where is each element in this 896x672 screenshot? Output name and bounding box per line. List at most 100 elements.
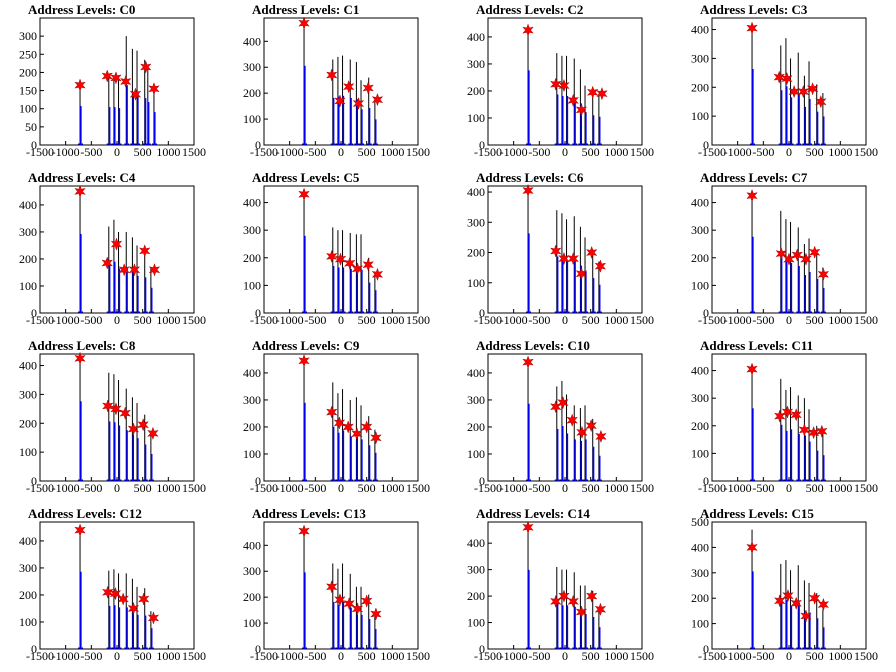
peak-marker bbox=[326, 405, 338, 419]
y-tick-label: 300 bbox=[243, 564, 261, 578]
peak-marker bbox=[102, 585, 114, 599]
x-tick-label: 0 bbox=[338, 145, 344, 159]
y-tick-label: 0 bbox=[479, 474, 485, 488]
x-tick-label: 1000 bbox=[828, 313, 852, 327]
y-tick-label: 200 bbox=[691, 419, 709, 433]
chart-svg: Address Levels: C0 0 50 100 150 200 250 300 -150… bbox=[19, 2, 206, 159]
x-tick-label: -1000 bbox=[276, 649, 304, 663]
peak-marker bbox=[333, 416, 346, 430]
peak-marker bbox=[550, 77, 562, 91]
peak-marker bbox=[148, 263, 161, 277]
y-tick-label: 100 bbox=[243, 616, 261, 630]
peak-marker bbox=[74, 351, 86, 365]
peak-marker bbox=[746, 362, 758, 376]
peak-marker bbox=[127, 601, 140, 616]
peak-marker bbox=[567, 251, 579, 266]
y-tick-label: 400 bbox=[19, 198, 37, 212]
peak-marker bbox=[147, 611, 160, 625]
y-tick-label: 200 bbox=[691, 251, 709, 265]
peak-marker bbox=[120, 74, 132, 89]
y-tick-label: 100 bbox=[243, 278, 261, 292]
x-tick-label: 1500 bbox=[406, 145, 430, 159]
chart-svg: Address Levels: C15 0 100 200 300 400 500 -1500… bbox=[691, 506, 878, 663]
peak-marker bbox=[783, 252, 795, 266]
x-tick-label: 1500 bbox=[854, 481, 878, 495]
x-tick-label: -1000 bbox=[52, 481, 80, 495]
peak-marker bbox=[522, 520, 534, 534]
y-tick-label: 100 bbox=[243, 447, 261, 461]
plot-frame bbox=[263, 185, 419, 314]
chart-svg: Address Levels: C4 0 100 200 300 400 -1500-100… bbox=[19, 170, 206, 327]
peak-marker bbox=[128, 263, 141, 277]
peak-marker bbox=[137, 418, 149, 432]
y-tick-label: 100 bbox=[467, 111, 485, 125]
x-tick-label: 500 bbox=[358, 145, 376, 159]
peak-marker bbox=[371, 93, 384, 107]
x-tick-label: 1000 bbox=[156, 313, 180, 327]
x-tick-label: 1500 bbox=[630, 313, 654, 327]
x-tick-label: 1500 bbox=[630, 649, 654, 663]
peak-marker bbox=[594, 602, 607, 616]
y-tick-label: 0 bbox=[703, 474, 709, 488]
y-tick-label: 300 bbox=[243, 223, 261, 237]
chart-svg: Address Levels: C8 0 100 200 300 400 -1500-100… bbox=[19, 338, 206, 495]
x-tick-label: -500 bbox=[528, 649, 550, 663]
y-tick-label: 200 bbox=[467, 246, 485, 260]
x-tick-label: 0 bbox=[562, 145, 568, 159]
peak-marker bbox=[110, 402, 122, 416]
peak-marker bbox=[110, 237, 123, 251]
x-tick-label: -500 bbox=[80, 145, 102, 159]
chart-panel: Address Levels: C4 0 100 200 300 400 -1500 -100… bbox=[0, 168, 224, 336]
x-tick-label: 500 bbox=[358, 313, 376, 327]
y-tick-label: 400 bbox=[467, 185, 485, 199]
peak-marker bbox=[371, 267, 384, 281]
peak-marker bbox=[567, 594, 579, 608]
x-tick-label: 500 bbox=[582, 481, 600, 495]
y-tick-label: 300 bbox=[19, 225, 37, 239]
y-tick-label: 400 bbox=[691, 364, 709, 378]
y-tick-label: 500 bbox=[691, 515, 709, 529]
plot-frame bbox=[711, 353, 867, 482]
peak-marker bbox=[102, 399, 114, 413]
x-tick-label: -500 bbox=[752, 313, 774, 327]
x-tick-label: 1000 bbox=[828, 649, 852, 663]
x-tick-label: -1500 bbox=[474, 313, 502, 327]
peak-marker bbox=[138, 244, 151, 258]
x-tick-label: -500 bbox=[80, 313, 102, 327]
x-tick-label: -1000 bbox=[52, 649, 80, 663]
y-tick-label: 300 bbox=[691, 223, 709, 237]
y-tick-label: 150 bbox=[19, 84, 37, 98]
chart-svg: Address Levels: C11 0 100 200 300 400 -1500-10… bbox=[691, 338, 878, 495]
chart-svg: Address Levels: C1 0 100 200 300 400 -1500-100… bbox=[243, 2, 430, 159]
peak-marker bbox=[550, 400, 562, 414]
chart-panel: Address Levels: C7 0 100 200 300 400 -1500 -100… bbox=[672, 168, 896, 336]
chart-panel: Address Levels: C9 0 100 200 300 400 -1500 -100… bbox=[224, 336, 448, 504]
x-tick-label: 1000 bbox=[604, 481, 628, 495]
x-tick-label: 500 bbox=[582, 313, 600, 327]
x-tick-label: 500 bbox=[358, 481, 376, 495]
peak-marker bbox=[522, 183, 534, 198]
plot-frame bbox=[263, 353, 419, 482]
peak-marker bbox=[585, 589, 598, 603]
y-tick-label: 100 bbox=[691, 446, 709, 460]
x-tick-label: 1500 bbox=[854, 145, 878, 159]
peak-marker bbox=[129, 87, 142, 101]
x-tick-label: -1000 bbox=[500, 145, 528, 159]
chart-svg: Address Levels: C14 0 100 200 300 400 -1500-10… bbox=[467, 506, 654, 663]
plot-frame bbox=[711, 521, 867, 650]
peak-marker bbox=[782, 589, 794, 603]
y-tick-label: 300 bbox=[691, 51, 709, 65]
chart-title: Address Levels: C7 bbox=[700, 170, 808, 185]
chart-title: Address Levels: C10 bbox=[476, 338, 590, 353]
y-tick-label: 400 bbox=[19, 534, 37, 548]
y-tick-label: 400 bbox=[243, 34, 261, 48]
x-tick-label: 500 bbox=[806, 145, 824, 159]
peak-marker bbox=[808, 245, 821, 259]
x-tick-label: 1500 bbox=[182, 649, 206, 663]
y-tick-label: 0 bbox=[255, 306, 261, 320]
plot-frame bbox=[487, 521, 643, 650]
x-tick-label: 1000 bbox=[828, 481, 852, 495]
peak-marker bbox=[775, 247, 788, 261]
peak-marker bbox=[557, 396, 569, 410]
chart-svg: Address Levels: C5 0 100 200 300 400 -1500-100… bbox=[243, 170, 430, 327]
